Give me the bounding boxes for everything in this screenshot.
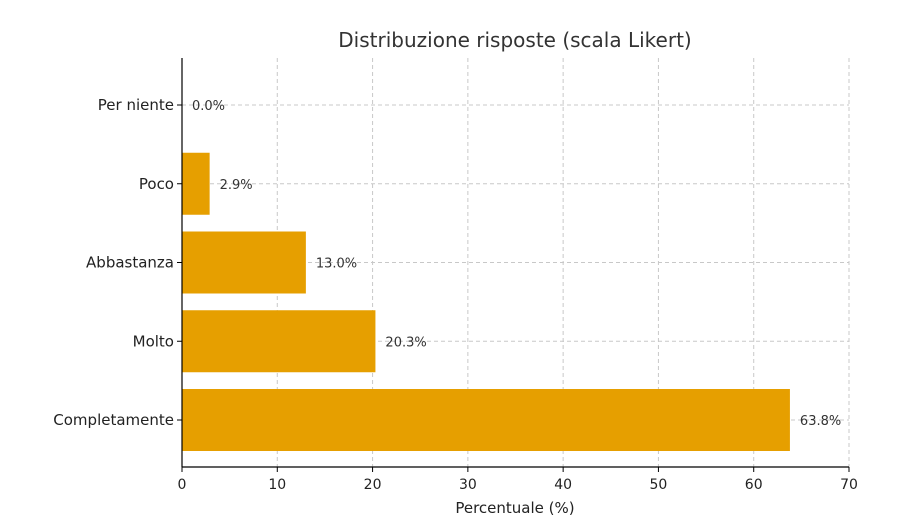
x-tick-label: 0 [178, 477, 187, 493]
value-label: 2.9% [220, 178, 253, 193]
category-labels-layer: Per niente Poco Abbastanza Molto Completamen… [53, 96, 174, 429]
x-ticks-layer: 0 10 20 30 40 50 60 70 [177, 104, 858, 493]
chart-title: Distribuzione risposte (scala Likert) [338, 28, 691, 52]
value-label: 0.0% [192, 99, 225, 114]
value-labels-layer: 0.0% 2.9% 13.0% 20.3% 63.8% [192, 99, 841, 429]
bar [182, 389, 790, 451]
bar [182, 310, 376, 373]
x-axis-label: Percentuale (%) [455, 499, 574, 517]
category-label: Poco [139, 175, 174, 193]
x-tick-label: 10 [268, 477, 286, 493]
x-tick-label: 40 [554, 477, 572, 493]
category-label: Completamente [53, 411, 174, 429]
value-label: 20.3% [385, 335, 426, 350]
value-label: 13.0% [316, 257, 357, 272]
bar [182, 231, 306, 294]
x-tick-label: 50 [650, 477, 668, 493]
category-label: Abbastanza [86, 254, 174, 272]
x-tick-label: 20 [364, 477, 382, 493]
x-tick-label: 30 [459, 477, 477, 493]
bars-layer [182, 152, 790, 451]
category-label: Molto [133, 332, 174, 350]
x-tick-label: 70 [840, 477, 858, 493]
category-label: Per niente [98, 96, 174, 114]
value-label: 63.8% [800, 414, 841, 429]
x-tick-label: 60 [745, 477, 763, 493]
bar [182, 152, 210, 215]
